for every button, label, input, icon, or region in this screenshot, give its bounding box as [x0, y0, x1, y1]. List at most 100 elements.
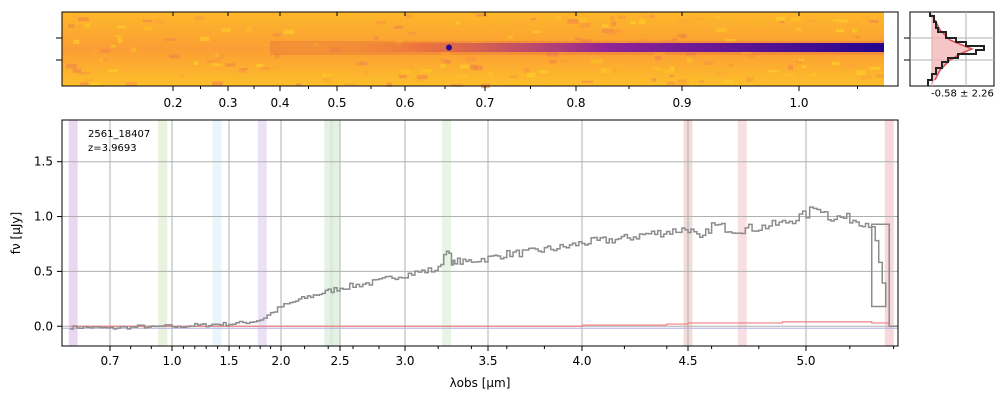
noise-pixel — [666, 81, 675, 86]
noise-pixel — [455, 21, 461, 25]
noise-pixel — [275, 53, 280, 59]
noise-pixel — [725, 38, 735, 42]
noise-pixel — [72, 14, 77, 19]
noise-pixel — [68, 23, 75, 28]
noise-pixel — [84, 78, 94, 82]
noise-pixel — [386, 82, 392, 87]
noise-pixel — [213, 59, 221, 62]
noise-pixel — [609, 30, 617, 36]
noise-pixel — [806, 19, 816, 23]
noise-pixel — [470, 64, 479, 70]
noise-pixel — [651, 78, 657, 82]
emission-band-5 — [330, 120, 340, 346]
x-tick-label-1: 1.0 — [162, 354, 181, 368]
noise-pixel — [441, 51, 452, 56]
noise-pixel — [591, 59, 603, 64]
noise-pixel — [78, 72, 91, 75]
noise-pixel — [283, 29, 295, 35]
noise-pixel — [810, 72, 817, 77]
noise-pixel — [875, 74, 886, 78]
main-y-axis: 0.0 0.5 1.0 1.5 — [34, 155, 62, 333]
noise-pixel — [527, 73, 536, 78]
noise-pixel — [194, 16, 205, 20]
noise-pixel — [456, 74, 468, 78]
noise-pixel — [117, 25, 126, 29]
emission-band-2 — [212, 120, 222, 346]
noise-pixel — [670, 66, 675, 71]
noise-pixel — [488, 71, 493, 77]
noise-pixel — [117, 38, 122, 43]
noise-pixel — [649, 14, 656, 19]
noise-pixel — [768, 70, 779, 73]
noise-pixel — [611, 21, 617, 27]
noise-pixel — [206, 59, 215, 63]
noise-pixel — [398, 75, 407, 79]
noise-pixel — [451, 83, 463, 87]
noise-pixel — [677, 83, 690, 86]
spectrum-2d-xtick-label-6: 0.8 — [566, 96, 585, 110]
spectrum-2d-xtick-label-8: 1.0 — [789, 96, 808, 110]
main-plot-background — [62, 120, 898, 346]
x-tick-label-9: 5.0 — [796, 354, 815, 368]
noise-pixel — [791, 17, 801, 22]
noise-pixel — [272, 33, 281, 37]
noise-pixel — [475, 14, 487, 17]
noise-pixel — [321, 73, 329, 76]
spectrum-2d-xtick-label-7: 0.9 — [672, 96, 691, 110]
noise-pixel — [602, 28, 614, 34]
noise-pixel — [798, 58, 805, 62]
noise-pixel — [216, 68, 227, 71]
emission-band-1 — [158, 120, 168, 346]
noise-pixel — [601, 24, 609, 28]
spectrum-2d-frame — [61, 11, 899, 87]
noise-pixel — [611, 29, 623, 33]
noise-pixel — [493, 51, 502, 56]
noise-pixel — [540, 83, 552, 87]
noise-pixel — [144, 26, 152, 31]
noise-pixel — [350, 60, 360, 65]
noise-pixel — [72, 68, 82, 73]
noise-pixel — [356, 61, 368, 66]
noise-pixel — [832, 19, 839, 22]
profile-histogram-line — [927, 12, 985, 86]
noise-pixel — [509, 80, 519, 84]
noise-pixel — [414, 78, 424, 82]
noise-pixel — [796, 27, 802, 31]
noise-pixel — [125, 81, 137, 87]
spectrum-2d-xtick-label-2: 0.4 — [270, 96, 289, 110]
noise-pixel — [715, 15, 722, 19]
noise-pixel — [639, 19, 646, 25]
noise-pixel — [440, 64, 446, 68]
noise-pixel — [377, 55, 386, 59]
noise-pixel — [795, 60, 803, 64]
noise-pixel — [654, 52, 666, 56]
noise-pixel — [142, 19, 153, 23]
main-x-axis: 0.7 1.0 1.5 2.0 2.5 3.0 3.5 4.0 4.5 5.0 — [100, 346, 895, 368]
noise-pixel — [612, 69, 619, 73]
spectrum-2d-xtick-label-4: 0.6 — [395, 96, 414, 110]
noise-pixel — [862, 15, 869, 20]
noise-pixel — [746, 54, 757, 58]
noise-pixel — [618, 15, 627, 19]
noise-pixel — [376, 20, 386, 25]
noise-pixel — [374, 36, 379, 40]
noise-pixel — [194, 61, 199, 65]
noise-pixel — [630, 20, 636, 25]
noise-pixel — [855, 35, 861, 39]
noise-pixel — [401, 69, 411, 74]
spectrum-2d-xtick-label-5: 0.7 — [475, 96, 494, 110]
main-spectrum-panel: 0.7 1.0 1.5 2.0 2.5 3.0 3.5 4.0 4.5 5.0 0.0 0.5 1.0… — [9, 119, 899, 390]
noise-pixel — [663, 69, 674, 73]
noise-pixel — [215, 53, 220, 58]
noise-pixel — [837, 19, 848, 23]
noise-pixel — [211, 81, 223, 86]
noise-pixel — [91, 82, 101, 87]
spectrum-2d-trace — [270, 43, 886, 52]
noise-pixel — [775, 16, 786, 21]
main-grid — [62, 120, 898, 346]
x-tick-label-2: 1.5 — [219, 354, 238, 368]
noise-pixel — [539, 69, 549, 74]
noise-pixel — [661, 39, 673, 45]
noise-pixel — [406, 31, 418, 35]
noise-pixel — [699, 80, 705, 83]
